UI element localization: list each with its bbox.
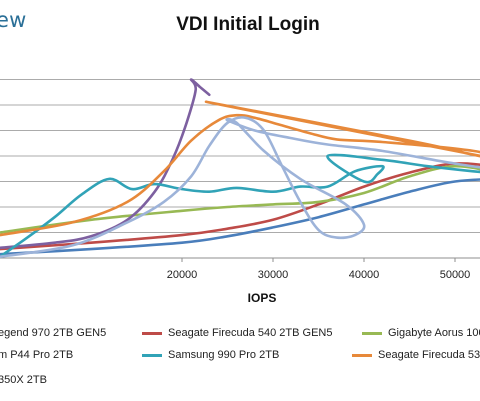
legend-swatch xyxy=(142,353,162,357)
legend-item: egend 970 2TB GEN5 xyxy=(0,327,106,339)
legend-label: Seagate Firecuda 53 xyxy=(378,349,480,361)
x-tick-labels: 2000030000400005000060000 xyxy=(167,258,471,281)
legend-label: Seagate Firecuda 540 2TB GEN5 xyxy=(168,327,333,339)
legend-label: Gigabyte Aorus 100 xyxy=(388,327,480,339)
series-line-7 xyxy=(0,116,480,258)
legend: egend 970 2TB GEN5 Seagate Firecuda 540 2… xyxy=(0,322,480,401)
legend-swatch xyxy=(142,331,162,335)
legend-item: Seagate Firecuda 540 2TB GEN5 xyxy=(142,327,332,339)
series-line-1 xyxy=(0,178,480,256)
x-tick-label: 40000 xyxy=(349,269,380,281)
legend-label: Samsung 990 Pro 2TB xyxy=(168,349,280,361)
series-line-5 xyxy=(0,153,480,258)
legend-item: Gigabyte Aorus 100 xyxy=(362,327,480,339)
legend-item: Samsung 990 Pro 2TB xyxy=(142,349,279,361)
chart-plot: 2000030000400005000060000 IOPS xyxy=(0,78,480,305)
series-lines xyxy=(0,78,480,258)
legend-label: m P44 Pro 2TB xyxy=(0,349,74,361)
brand-logo-text: ew xyxy=(0,8,27,32)
series-line-6 xyxy=(0,100,480,237)
legend-swatch xyxy=(362,331,382,335)
x-tick-label: 50000 xyxy=(440,269,471,281)
x-tick-label: 30000 xyxy=(258,269,289,281)
x-tick-label: 20000 xyxy=(167,269,198,281)
legend-swatch xyxy=(352,353,372,357)
x-axis-label: IOPS xyxy=(248,291,277,305)
legend-item: 350X 2TB xyxy=(0,374,47,386)
legend-label: 350X 2TB xyxy=(0,374,47,386)
series-line-4 xyxy=(0,78,211,250)
legend-item: Seagate Firecuda 53 xyxy=(352,349,480,361)
legend-label: egend 970 2TB GEN5 xyxy=(0,327,107,339)
legend-item: m P44 Pro 2TB xyxy=(0,349,73,361)
chart-title: VDI Initial Login xyxy=(176,14,320,35)
